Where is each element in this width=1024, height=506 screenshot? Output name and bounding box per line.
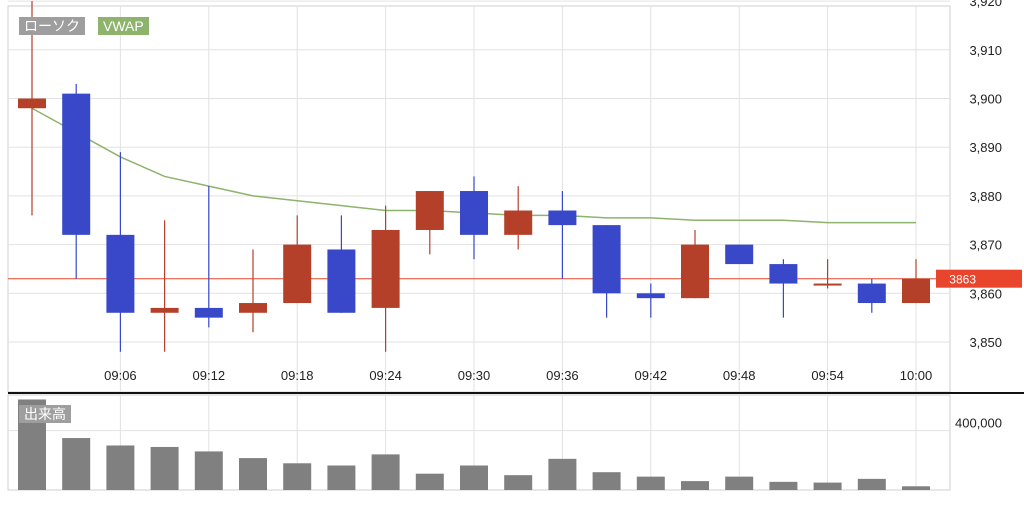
x-tick-label: 10:00	[900, 368, 933, 383]
candle-body	[725, 244, 754, 265]
x-tick-label: 09:48	[723, 368, 756, 383]
price-plot	[8, 1, 950, 352]
x-tick-label: 09:42	[635, 368, 668, 383]
candle-body	[681, 244, 709, 299]
volume-bar	[681, 481, 709, 490]
legend-candlestick[interactable]: ローソク	[19, 17, 85, 35]
candle-body	[62, 93, 91, 235]
candle-body	[902, 278, 930, 304]
x-tick-label: 09:24	[369, 368, 402, 383]
x-tick-label: 09:54	[811, 368, 844, 383]
candle-body	[636, 293, 665, 299]
candle-body	[239, 303, 267, 313]
candle-body	[194, 307, 223, 318]
x-tick-label: 09:06	[104, 368, 137, 383]
volume-bar	[857, 478, 886, 490]
volume-bar	[725, 476, 754, 490]
y-tick-label: 3,900	[969, 92, 1002, 107]
candle-body	[813, 283, 842, 286]
volume-bar	[194, 451, 223, 490]
y-tick-label: 3,850	[969, 335, 1002, 350]
x-tick-label: 09:12	[193, 368, 226, 383]
volume-bar	[592, 472, 621, 490]
candle-body	[18, 98, 46, 109]
volume-bar	[62, 438, 91, 490]
volume-bar	[460, 465, 488, 490]
candle-body	[327, 249, 356, 313]
y-tick-label: 3,880	[969, 189, 1002, 204]
volume-bar	[548, 458, 577, 490]
volume-bar	[106, 445, 135, 490]
legend-volume: 出来高	[19, 405, 71, 423]
candle-body	[283, 244, 312, 304]
legend-vwap[interactable]: VWAP	[98, 17, 149, 35]
grid	[7, 0, 951, 491]
x-tick-label: 09:18	[281, 368, 314, 383]
candle-body	[769, 264, 798, 284]
axes: 3,850 3,860 3,870 3,880 3,890 3,900 3,910 3,920…	[8, 0, 1024, 431]
candle-body	[150, 307, 179, 313]
candle-body	[548, 210, 577, 226]
volume-bar	[239, 458, 267, 490]
volume-bar	[327, 465, 356, 490]
y-tick-label: 3,870	[969, 238, 1002, 253]
volume-bar	[636, 476, 665, 490]
candle-body	[460, 191, 488, 235]
y-tick-label: 3,910	[969, 43, 1002, 58]
volume-bar	[504, 475, 533, 490]
volume-bar	[415, 473, 444, 490]
candle-body	[371, 229, 400, 308]
y-tick-label: 3,860	[969, 286, 1002, 301]
last-price-label: 3863	[949, 273, 976, 287]
candle-body	[504, 210, 533, 235]
candle-body	[106, 234, 135, 313]
volume-bar	[150, 446, 179, 490]
candle-body	[592, 225, 621, 294]
volume-tick-label: 400,000	[955, 416, 1002, 431]
volume-bar	[371, 454, 400, 490]
volume-bar	[769, 481, 798, 490]
x-tick-label: 09:30	[458, 368, 491, 383]
last-price-badge	[936, 269, 1022, 288]
x-tick-label: 09:36	[546, 368, 579, 383]
y-tick-label: 3,890	[969, 140, 1002, 155]
volume-bar	[902, 486, 930, 490]
volume-bars	[18, 399, 930, 490]
volume-bar	[813, 482, 842, 490]
candle-body	[415, 191, 444, 230]
y-tick-label: 3,920	[969, 0, 1002, 9]
volume-bar	[283, 463, 312, 490]
candle-body	[857, 283, 886, 304]
